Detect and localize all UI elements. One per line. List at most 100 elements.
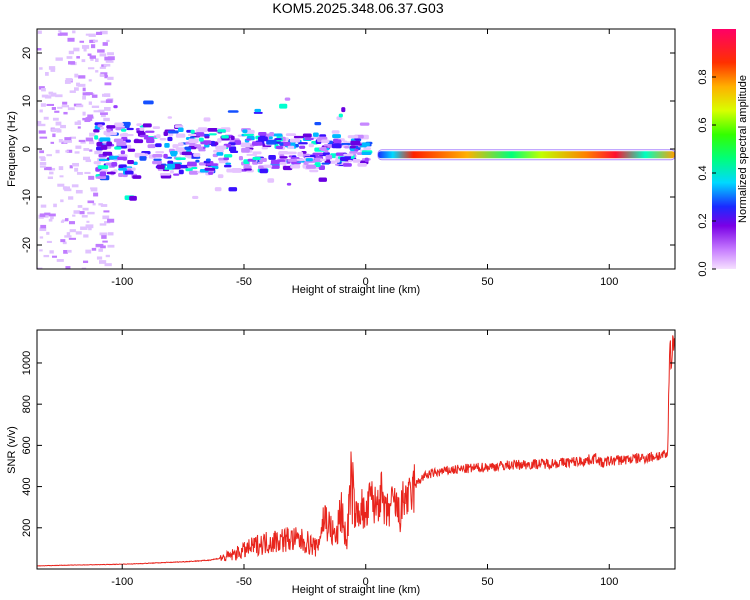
heatmap-cell [302, 133, 312, 138]
heatmap-cell [349, 145, 356, 149]
heatmap-cell [95, 243, 104, 247]
heatmap-cell [101, 235, 107, 239]
heatmap-cell [298, 142, 308, 145]
heatmap-cell [127, 148, 136, 152]
heatmap-cell [170, 152, 177, 157]
heatmap-cell [51, 107, 56, 110]
heatmap-cell [126, 127, 134, 131]
heatmap-cell [133, 161, 138, 166]
heatmap-cell [221, 145, 227, 150]
heatmap-cell [74, 87, 79, 91]
heatmap-cell [225, 162, 232, 165]
heatmap-cell [52, 255, 57, 258]
heatmap-cell [107, 218, 115, 223]
heatmap-cell [93, 129, 100, 133]
heatmap-cell [216, 152, 224, 156]
heatmap-cell [82, 87, 86, 92]
bottom-y-tick-label: 1000 [21, 351, 33, 375]
colorbar-gradient [712, 29, 736, 269]
heatmap-cell [80, 226, 88, 230]
heatmap-cell [106, 171, 116, 175]
colorbar-tick-label: 0.4 [697, 165, 709, 180]
heatmap-cell [107, 52, 114, 56]
heatmap-cell [93, 192, 99, 197]
heatmap-cell [252, 151, 262, 155]
heatmap-cell [62, 101, 68, 105]
colorbar-tick-label: 0.8 [697, 69, 709, 84]
heatmap-cell [223, 157, 230, 161]
heatmap-cell [60, 239, 66, 243]
heatmap-cell [100, 204, 108, 207]
heatmap-cell [124, 170, 134, 175]
heatmap-cell [69, 165, 73, 169]
heatmap-cell [254, 108, 262, 113]
chart-title: KOM5.2025.348.06.37.G03 [272, 0, 443, 16]
heatmap-cell [194, 144, 202, 148]
heatmap-cell [84, 171, 91, 175]
colorbar-ticks: 0.0 0.2 0.4 0.6 0.8 [697, 69, 716, 277]
top-x-axis-label: Height of straight line (km) [292, 284, 420, 296]
heatmap-cell [187, 133, 198, 137]
heatmap-cell [81, 59, 86, 63]
heatmap-cell [274, 138, 282, 141]
heatmap-cell [90, 188, 98, 192]
heatmap-cell [312, 132, 319, 137]
heatmap-cell [52, 133, 56, 138]
heatmap-cell [304, 162, 309, 165]
heatmap-cell [69, 229, 76, 233]
heatmap-cell [97, 49, 105, 53]
snr-panel: -100 -50 0 50 100 200 400 600 800 1000 Height of… [6, 329, 676, 596]
heatmap-cell [312, 152, 324, 156]
heatmap-cell [332, 134, 341, 139]
heatmap-cell [177, 142, 184, 147]
heatmap-cell [230, 150, 239, 153]
heatmap-cell [63, 140, 67, 144]
colorbar: 0.0 0.2 0.4 0.6 0.8 Normalized spectral ampl… [697, 29, 749, 277]
heatmap-cell [174, 125, 184, 128]
heatmap-cell [348, 159, 353, 163]
heatmap-cell [204, 142, 209, 145]
heatmap-cell [122, 121, 131, 126]
heatmap-cell [153, 158, 162, 161]
heatmap-cell [103, 117, 110, 122]
heatmap-cell [198, 162, 206, 166]
colorbar-tick-label: 0.2 [697, 213, 709, 228]
top-x-tick-label: 50 [481, 276, 493, 288]
heatmap-cell [39, 67, 43, 70]
heatmap-cell [83, 148, 90, 151]
heatmap-cell [84, 119, 91, 123]
heatmap-cell [60, 220, 65, 223]
heatmap-cell [85, 224, 94, 229]
top-x-tick-label: -50 [236, 276, 252, 288]
heatmap-cell [156, 164, 165, 170]
heatmap-cell [82, 156, 91, 161]
heatmap-cell [68, 196, 74, 200]
top-x-ticks: -100 -50 0 50 100 [111, 29, 618, 288]
top-y-axis-label: Frequency (Hz) [6, 111, 18, 187]
heatmap-cell [223, 164, 232, 168]
heatmap-cell [238, 156, 243, 161]
heatmap-cell [72, 162, 79, 167]
heatmap-cell [125, 139, 131, 143]
top-y-tick-label: 0 [21, 146, 33, 152]
heatmap-cell [251, 141, 263, 146]
heatmap-cell [320, 146, 327, 152]
heatmap-cell [258, 132, 267, 136]
bottom-y-tick-label: 400 [21, 477, 33, 495]
heatmap-cell [40, 204, 47, 208]
heatmap-cell [266, 133, 274, 137]
bottom-y-ticks: 200 400 600 800 1000 [21, 351, 675, 537]
heatmap-cells [37, 30, 675, 269]
heatmap-cell [56, 259, 64, 262]
heatmap-cell [285, 133, 297, 137]
heatmap-cell [299, 145, 306, 149]
heatmap-cell [77, 205, 83, 208]
heatmap-cell [54, 110, 60, 113]
heatmap-cell [267, 178, 275, 183]
heatmap-cell [231, 168, 242, 173]
heatmap-cell [279, 156, 288, 159]
heatmap-cell [344, 145, 350, 149]
heatmap-cell [67, 107, 75, 111]
heatmap-cell [37, 30, 42, 34]
